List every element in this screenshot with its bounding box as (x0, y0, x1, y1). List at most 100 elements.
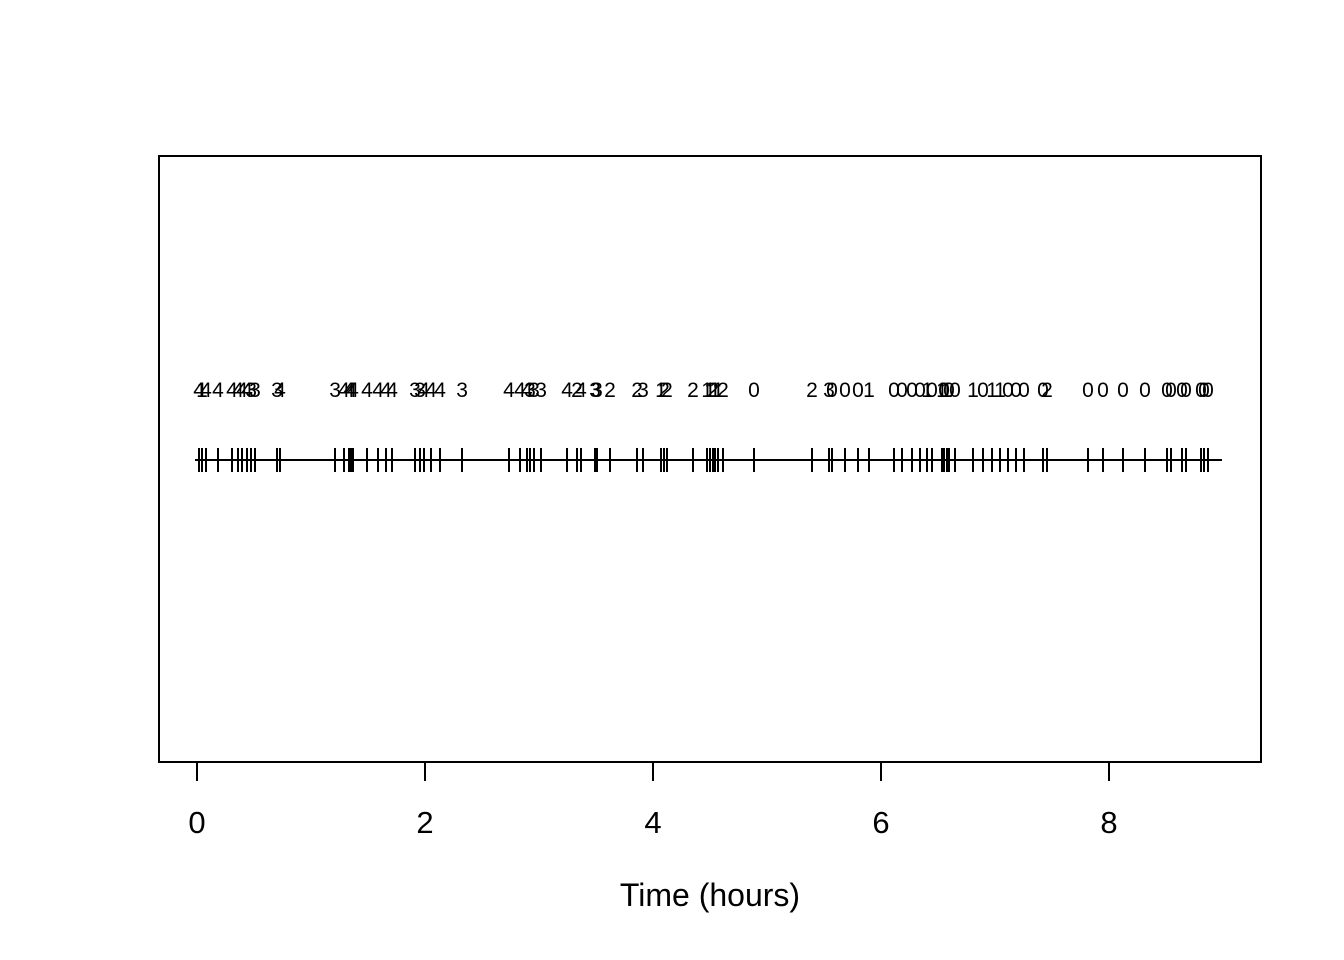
event-count-label: 2 (1041, 379, 1053, 402)
event-count-label: 2 (806, 379, 818, 402)
event-count-label: 4 (345, 379, 357, 402)
event-tick (377, 448, 380, 472)
event-count-label: 4 (193, 379, 205, 402)
event-tick (753, 448, 755, 472)
event-count-label: 1 (863, 379, 875, 402)
event-tick (391, 448, 394, 472)
event-tick (659, 448, 662, 472)
x-axis-tick-label: 0 (188, 805, 206, 840)
event-tick (540, 448, 543, 472)
x-axis-tick (424, 763, 426, 781)
event-count-label: 1 (196, 379, 208, 402)
event-count-label: 0 (896, 379, 908, 402)
event-count-label: 2 (707, 379, 719, 402)
event-count-label: 1 (701, 379, 713, 402)
event-tick (418, 448, 421, 472)
event-tick (999, 448, 1002, 472)
event-count-label: 0 (1202, 379, 1214, 402)
event-count-label: 3 (637, 379, 649, 402)
event-count-label: 0 (1195, 379, 1207, 402)
event-tick (276, 448, 279, 472)
event-count-label: 2 (631, 379, 643, 402)
event-tick (566, 448, 569, 472)
event-tick (1022, 448, 1025, 472)
event-count-label: 2 (571, 379, 583, 402)
event-count-label: 0 (1161, 379, 1173, 402)
event-tick (918, 448, 921, 472)
event-count-label: 4 (274, 379, 286, 402)
event-count-label: 4 (361, 379, 373, 402)
event-tick (198, 448, 201, 472)
event-tick (216, 448, 219, 472)
event-count-label: 2 (661, 379, 673, 402)
event-count-label: 0 (1165, 379, 1177, 402)
event-tick (508, 448, 511, 472)
event-count-label: 0 (977, 379, 989, 402)
event-count-label: 1 (941, 379, 953, 402)
event-tick (347, 448, 350, 472)
event-count-label: 4 (521, 379, 533, 402)
event-count-label: 1 (655, 379, 667, 402)
x-axis-title: Time (hours) (619, 877, 801, 913)
event-count-label: 0 (1097, 379, 1109, 402)
event-tick (828, 448, 831, 472)
event-tick (1202, 448, 1205, 472)
event-tick (692, 448, 694, 472)
event-count-label: 4 (347, 379, 359, 402)
event-tick (711, 448, 714, 472)
event-count-label: 3 (456, 379, 468, 402)
event-tick (868, 448, 871, 472)
event-count-label: 4 (212, 379, 224, 402)
event-tick (1122, 448, 1125, 472)
event-tick (1041, 448, 1044, 472)
event-count-label: 4 (425, 379, 437, 402)
event-count-label: 4 (232, 379, 244, 402)
event-count-label: 1 (704, 379, 716, 402)
x-axis-tick-label: 8 (1100, 805, 1118, 840)
event-tick (1087, 448, 1090, 472)
event-tick (422, 448, 425, 472)
x-axis-tick-label: 6 (872, 805, 890, 840)
event-tick (1206, 448, 1209, 472)
event-count-label: 0 (852, 379, 864, 402)
event-tick (953, 448, 956, 472)
event-tick (706, 448, 709, 472)
event-tick (991, 448, 994, 472)
event-count-label: 0 (1002, 379, 1014, 402)
event-timeline (194, 459, 1222, 461)
event-count-label: 2 (658, 379, 670, 402)
event-count-label: 4 (236, 379, 248, 402)
event-tick (205, 448, 207, 472)
event-tick (250, 448, 253, 472)
event-tick (892, 448, 895, 472)
event-tick (351, 448, 354, 472)
event-count-label: 0 (1180, 379, 1192, 402)
event-tick (413, 448, 416, 472)
event-tick (526, 448, 529, 472)
event-count-label: 4 (200, 379, 212, 402)
event-count-label: 0 (839, 379, 851, 402)
event-tick (439, 448, 442, 472)
event-count-label: 4 (372, 379, 384, 402)
event-count-label: 1 (967, 379, 979, 402)
event-tick (666, 448, 669, 472)
event-count-label: 4 (226, 379, 238, 402)
event-tick (1170, 448, 1173, 472)
event-count-label: 0 (1037, 379, 1049, 402)
event-tick (1006, 448, 1009, 472)
event-tick (342, 448, 345, 472)
event-tick (365, 448, 368, 472)
event-count-label: 0 (906, 379, 918, 402)
event-count-label: 0 (1176, 379, 1188, 402)
event-tick (716, 448, 719, 472)
event-count-label: 3 (823, 379, 835, 402)
event-tick (201, 448, 204, 472)
event-tick (528, 448, 531, 472)
x-axis-tick-label: 2 (416, 805, 434, 840)
event-count-label: 0 (1018, 379, 1030, 402)
event-tick (579, 448, 582, 472)
event-tick (911, 448, 913, 472)
event-tick (461, 448, 464, 472)
event-tick (856, 448, 859, 472)
event-count-label: 3 (249, 379, 261, 402)
